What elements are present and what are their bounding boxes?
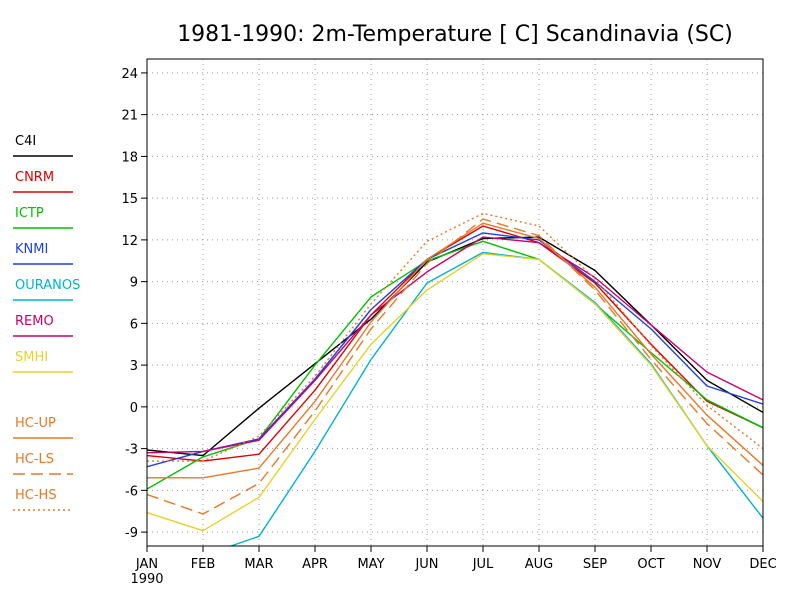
y-tick-label: 0 [130,401,138,416]
y-tick-label: 3 [130,359,138,374]
x-tick-label: JUL [472,557,494,572]
x-tick-label: AUG [525,557,553,572]
series-line-ouranos [228,251,763,546]
series-line-hc-hs [147,212,763,462]
x-tick-label: MAR [244,557,273,572]
series-line-remo [147,236,763,454]
x-axis-year-label: 1990 [130,572,163,587]
legend-label-ouranos: OURANOS [15,278,80,293]
legend-label-ictp: ICTP [15,206,44,221]
x-tick-label: DEC [749,557,776,572]
y-tick-label: -6 [125,484,138,499]
x-tick-label: APR [302,557,328,572]
y-tick-label: 6 [130,317,138,332]
series-line-hc-ls [147,218,763,515]
x-tick-label: MAY [357,557,384,572]
legend-label-remo: REMO [15,314,54,329]
y-tick-label: 9 [130,276,138,291]
x-tick-label: FEB [191,557,216,572]
y-tick-label: 18 [121,150,138,165]
legend-label-cnrm: CNRM [15,170,54,185]
x-tick-label: JAN [135,557,158,572]
x-tick-label: JUN [414,557,438,572]
plot-lines [147,212,763,546]
legend-label-hc-hs: HC-HS [15,488,57,503]
y-tick-label: -3 [125,443,138,458]
x-tick-label: SEP [583,557,607,572]
plot-frame [146,58,764,547]
y-tick-label: -9 [125,526,138,541]
legend-label-c4i: C4I [15,134,36,149]
legend-label-knmi: KNMI [15,242,48,257]
y-tick-label: 12 [121,234,138,249]
series-line-cnrm [147,225,763,462]
x-tick-label: OCT [637,557,664,572]
legend: C4I CNRM ICTP KNMI OURANOS REMO SMHI HC-UP HC-LS… [13,134,80,511]
legend-label-hc-ls: HC-LS [15,452,54,467]
series-line-smhi [147,253,763,532]
y-tick-label: 15 [121,192,138,207]
x-tick-label: NOV [693,557,722,572]
chart-title: 1981-1990: 2m-Temperature [ C] Scandinav… [177,22,733,47]
y-tick-label: 24 [121,67,138,82]
y-tick-label: 21 [121,109,138,124]
axes: -9 -6 -3 0 3 6 9 12 15 18 21 24 JAN FEB MAR APR MAY JUN JU… [121,67,776,572]
grid [147,59,763,546]
series-line-hc-up [147,222,763,479]
series-line-c4i [147,236,763,457]
legend-label-hc-up: HC-UP [15,416,56,431]
legend-label-smhi: SMHI [15,350,48,365]
